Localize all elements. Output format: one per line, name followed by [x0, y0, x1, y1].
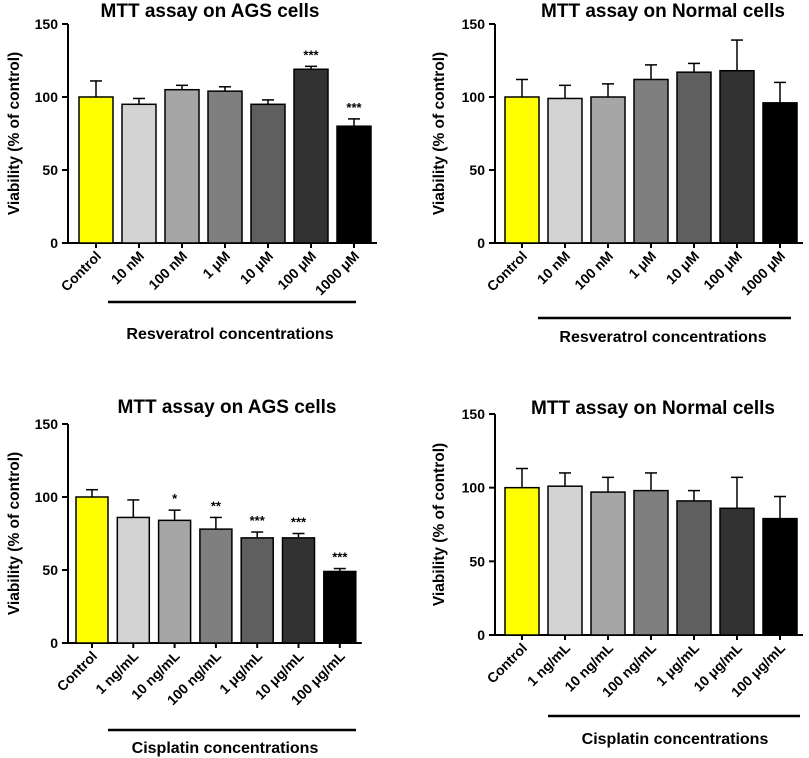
bar	[504, 96, 540, 244]
y-tick-label: 150	[462, 406, 486, 422]
y-tick-label: 0	[477, 627, 485, 643]
y-tick-label: 50	[42, 562, 58, 578]
bar	[547, 97, 583, 244]
bar	[633, 78, 669, 244]
x-tick-label: Control	[484, 640, 531, 687]
bar	[719, 507, 755, 636]
y-tick-label: 100	[35, 89, 59, 105]
bar	[676, 500, 712, 636]
y-tick-label: 0	[50, 235, 58, 251]
group-label: Cisplatin concentrations	[132, 740, 319, 757]
bar	[121, 103, 157, 244]
y-tick-label: 0	[50, 635, 58, 651]
y-tick-label: 150	[35, 416, 59, 432]
x-tick-label: Control	[58, 248, 105, 295]
x-tick-label: 100 nM	[145, 248, 190, 293]
x-tick-label: Control	[484, 248, 531, 295]
y-tick-label: 50	[42, 162, 58, 178]
bar	[281, 537, 316, 644]
chart-panel-4: MTT assay on Normal cells Viability (% of…	[431, 398, 803, 748]
significance-marker: **	[211, 498, 222, 513]
bar	[240, 537, 274, 644]
x-tick-label: 10 nM	[534, 248, 573, 287]
significance-marker: ***	[346, 100, 362, 115]
y-tick-label: 100	[35, 489, 59, 505]
x-tick-label: 10 μM	[237, 248, 276, 287]
y-tick-label: 50	[469, 553, 485, 569]
x-tick-label: 1000 μM	[312, 248, 362, 298]
bar	[762, 102, 798, 244]
x-tick-label: 1000 μM	[738, 248, 788, 298]
bar	[199, 528, 233, 644]
significance-marker: ***	[303, 47, 319, 62]
group-label: Cisplatin concentrations	[582, 731, 769, 748]
y-tick-label: 0	[477, 235, 485, 251]
bar	[336, 125, 372, 244]
bar	[78, 96, 114, 244]
chart-panel-2: MTT assay on Normal cells Viability (% of…	[431, 1, 803, 346]
bar	[164, 88, 200, 244]
bar	[676, 71, 712, 244]
significance-marker: *	[172, 491, 178, 506]
y-tick-label: 100	[462, 89, 486, 105]
y-axis-label: Viability (% of control)	[6, 52, 23, 215]
x-tick-label: 100 nM	[571, 248, 616, 293]
bar	[323, 570, 357, 644]
bar	[75, 496, 109, 644]
bar	[116, 516, 151, 644]
significance-marker: ***	[291, 515, 307, 530]
chart-panel-1: MTT assay on AGS cells Viability (% of co…	[6, 1, 377, 343]
bar	[157, 519, 192, 644]
group-label: Resveratrol concentrations	[126, 326, 333, 343]
chart-title: MTT assay on Normal cells	[531, 398, 775, 419]
y-axis-label: Viability (% of control)	[431, 443, 448, 606]
bar	[590, 491, 626, 636]
x-tick-label: 1 μM	[625, 248, 659, 282]
bar	[250, 103, 286, 244]
significance-marker: ***	[250, 513, 266, 528]
bar	[207, 90, 243, 244]
bar	[590, 96, 626, 244]
y-axis-label: Viability (% of control)	[431, 52, 448, 215]
bar	[633, 489, 669, 636]
bar	[293, 68, 329, 244]
significance-marker: ***	[332, 550, 348, 565]
bar	[504, 486, 540, 636]
x-tick-label: 1 μM	[199, 248, 233, 282]
group-label: Resveratrol concentrations	[559, 329, 766, 346]
x-tick-label: 10 nM	[108, 248, 147, 287]
y-tick-label: 150	[462, 16, 486, 32]
bar	[762, 517, 798, 636]
y-tick-label: 50	[469, 162, 485, 178]
chart-title: MTT assay on AGS cells	[118, 397, 337, 418]
bar	[547, 485, 583, 636]
chart-panel-3: MTT assay on AGS cells Viability (% of co…	[6, 397, 362, 757]
y-tick-label: 150	[35, 16, 59, 32]
chart-title: MTT assay on AGS cells	[101, 1, 320, 22]
y-axis-label: Viability (% of control)	[6, 452, 23, 615]
bar	[719, 69, 755, 244]
x-tick-label: 10 μM	[663, 248, 702, 287]
chart-title: MTT assay on Normal cells	[541, 1, 785, 22]
y-tick-label: 100	[462, 480, 486, 496]
